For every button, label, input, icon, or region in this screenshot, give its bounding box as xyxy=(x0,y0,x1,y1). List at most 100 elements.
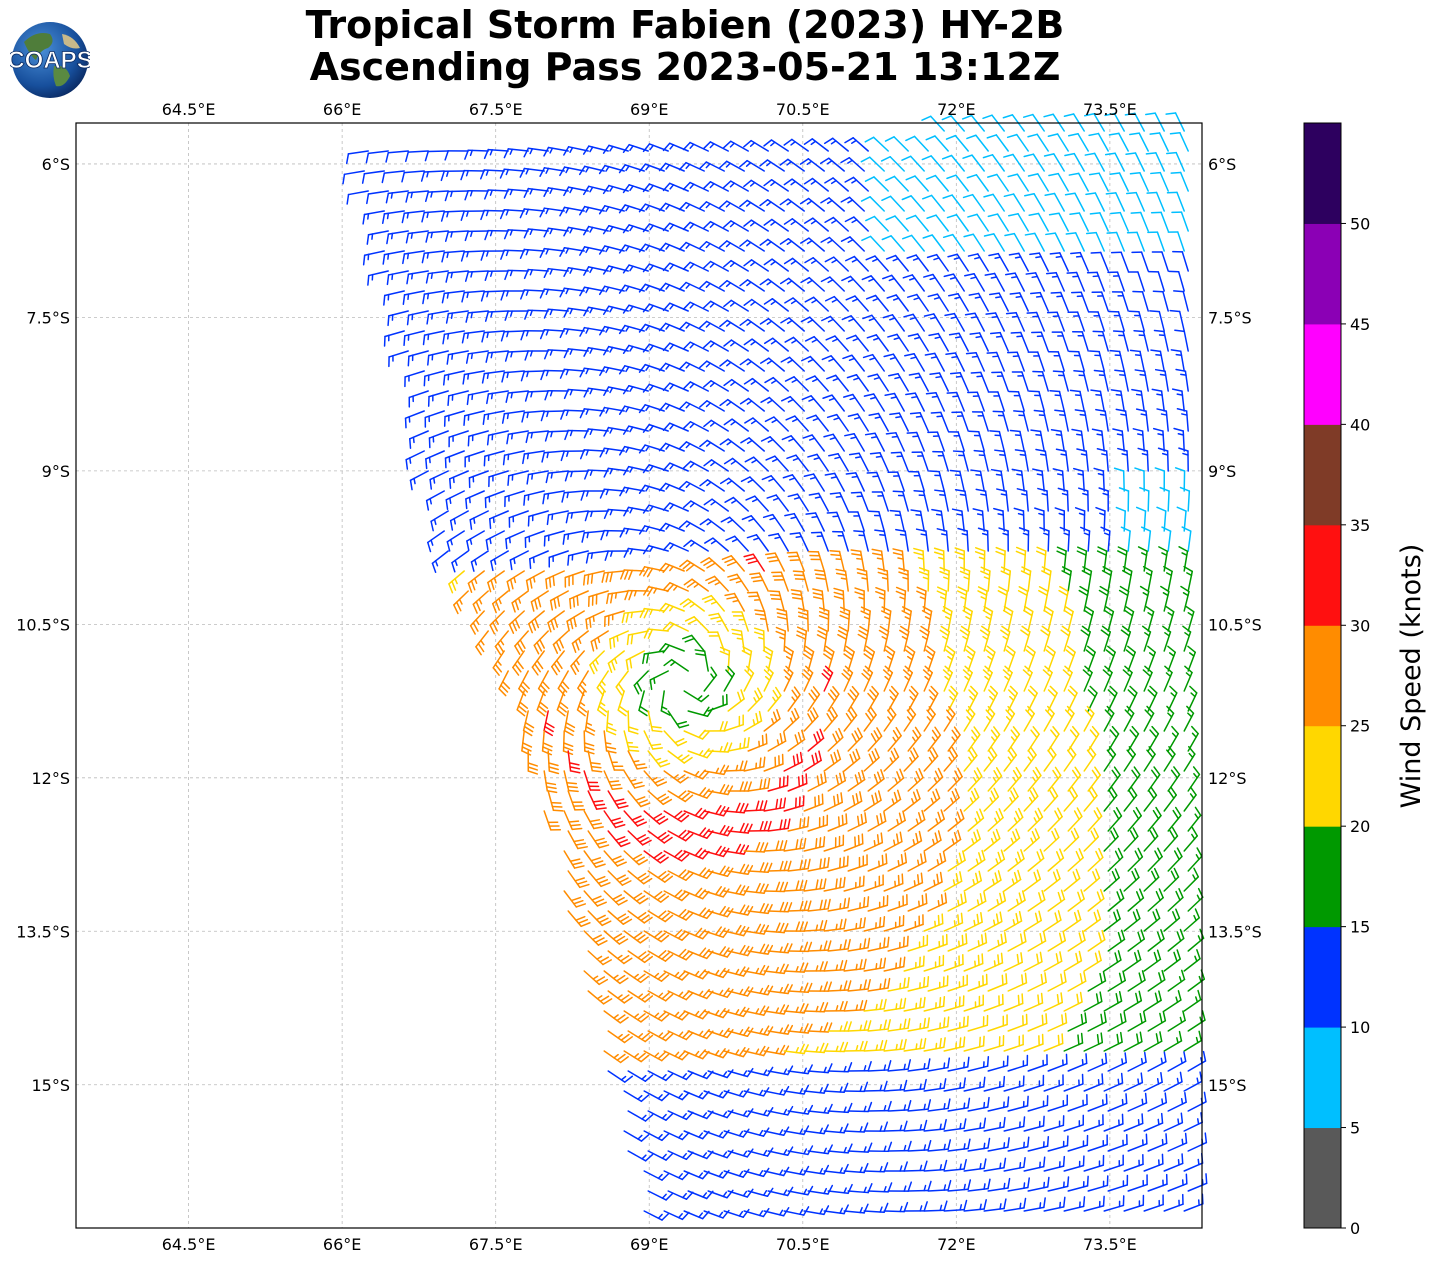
barb-feather xyxy=(682,381,692,390)
barb-staff xyxy=(423,330,445,336)
wind-barb xyxy=(683,578,709,592)
barb-feather xyxy=(504,351,509,362)
barb-feather xyxy=(926,214,937,220)
barb-feather xyxy=(678,724,690,729)
barb-half-feather xyxy=(884,616,891,620)
barb-staff xyxy=(1147,530,1152,552)
barb-half-feather xyxy=(585,206,590,213)
barb-feather xyxy=(1068,172,1080,176)
wind-barb xyxy=(387,310,409,327)
barb-feather xyxy=(427,354,430,366)
barb-staff xyxy=(1075,271,1085,292)
wind-barb xyxy=(607,750,625,771)
barb-half-feather xyxy=(1167,712,1173,718)
wind-barb xyxy=(1070,251,1089,272)
barb-staff xyxy=(959,470,965,492)
barb-half-feather xyxy=(913,297,920,301)
barb-feather xyxy=(1061,570,1072,576)
barb-feather xyxy=(464,271,469,282)
barb-half-feather xyxy=(789,717,794,724)
barb-half-feather xyxy=(446,170,449,178)
barb-staff xyxy=(623,730,630,752)
barb-half-feather xyxy=(689,541,696,547)
wind-barb xyxy=(1000,566,1012,592)
barb-feather xyxy=(1124,665,1133,674)
wind-barb xyxy=(499,168,525,179)
wind-barb xyxy=(969,332,989,352)
barb-staff xyxy=(1141,291,1149,312)
wind-barb xyxy=(507,470,529,486)
barb-feather xyxy=(541,451,546,463)
barb-half-feather xyxy=(1115,393,1123,396)
wind-barb xyxy=(719,240,745,252)
barb-feather xyxy=(498,688,507,697)
barb-half-feather xyxy=(924,675,930,681)
barb-half-feather xyxy=(954,336,962,339)
barb-half-feather xyxy=(810,180,817,185)
barb-staff xyxy=(806,610,809,632)
barb-half-feather xyxy=(888,277,895,282)
barb-staff xyxy=(756,591,765,612)
barb-feather xyxy=(1034,507,1045,512)
barb-feather xyxy=(1110,211,1122,215)
barb-feather xyxy=(539,701,549,709)
wind-barb xyxy=(832,530,849,552)
barb-feather xyxy=(850,706,858,717)
barb-feather xyxy=(1129,685,1138,694)
wind-barb xyxy=(1183,665,1193,692)
wind-barb xyxy=(1067,133,1089,152)
barb-feather xyxy=(584,730,595,736)
barb-feather xyxy=(724,592,736,597)
wind-barb xyxy=(1048,350,1065,372)
barb-staff xyxy=(507,430,529,435)
wind-barb xyxy=(607,650,625,673)
barb-feather xyxy=(825,645,835,653)
barb-feather xyxy=(1170,349,1182,353)
wind-barb xyxy=(559,166,585,177)
wind-barb xyxy=(682,420,709,432)
barb-feather xyxy=(1005,649,1015,657)
barb-feather xyxy=(862,314,873,320)
barb-feather xyxy=(676,774,686,782)
wind-barb xyxy=(509,550,529,571)
barb-feather xyxy=(618,405,626,415)
wind-barb xyxy=(539,288,565,299)
barb-feather xyxy=(939,570,950,576)
barb-feather xyxy=(803,473,815,478)
barb-feather xyxy=(933,551,945,556)
barb-feather xyxy=(701,770,710,780)
barb-feather xyxy=(922,606,933,613)
barb-feather xyxy=(559,247,566,257)
barb-half-feather xyxy=(1187,712,1193,718)
wind-barb xyxy=(723,760,748,772)
barb-feather xyxy=(1153,329,1165,333)
barb-half-feather xyxy=(909,757,914,764)
barb-feather xyxy=(576,594,579,606)
wind-barb xyxy=(1108,310,1125,332)
barb-feather xyxy=(1117,447,1128,452)
barb-feather xyxy=(536,709,546,717)
barb-half-feather xyxy=(513,557,516,565)
wind-barb xyxy=(862,314,885,332)
wind-barb xyxy=(638,690,649,717)
wind-barb xyxy=(936,528,949,552)
barb-half-feather xyxy=(1035,295,1043,298)
barb-feather xyxy=(772,711,778,722)
barb-staff xyxy=(767,278,785,292)
wind-barb xyxy=(942,233,965,252)
barb-half-feather xyxy=(950,316,958,319)
barb-staff xyxy=(1044,450,1049,472)
barb-half-feather xyxy=(790,260,797,265)
barb-feather xyxy=(750,575,762,579)
wind-barb xyxy=(622,264,649,274)
barb-feather xyxy=(1137,447,1149,452)
wind-barb xyxy=(503,188,529,199)
wind-barb xyxy=(784,376,809,392)
barb-feather xyxy=(460,210,465,221)
barb-half-feather xyxy=(745,161,752,167)
barb-half-feather xyxy=(665,324,671,330)
barb-feather xyxy=(792,596,803,600)
barb-half-feather xyxy=(629,185,634,192)
barb-half-feather xyxy=(569,146,574,153)
barb-feather xyxy=(823,669,832,678)
